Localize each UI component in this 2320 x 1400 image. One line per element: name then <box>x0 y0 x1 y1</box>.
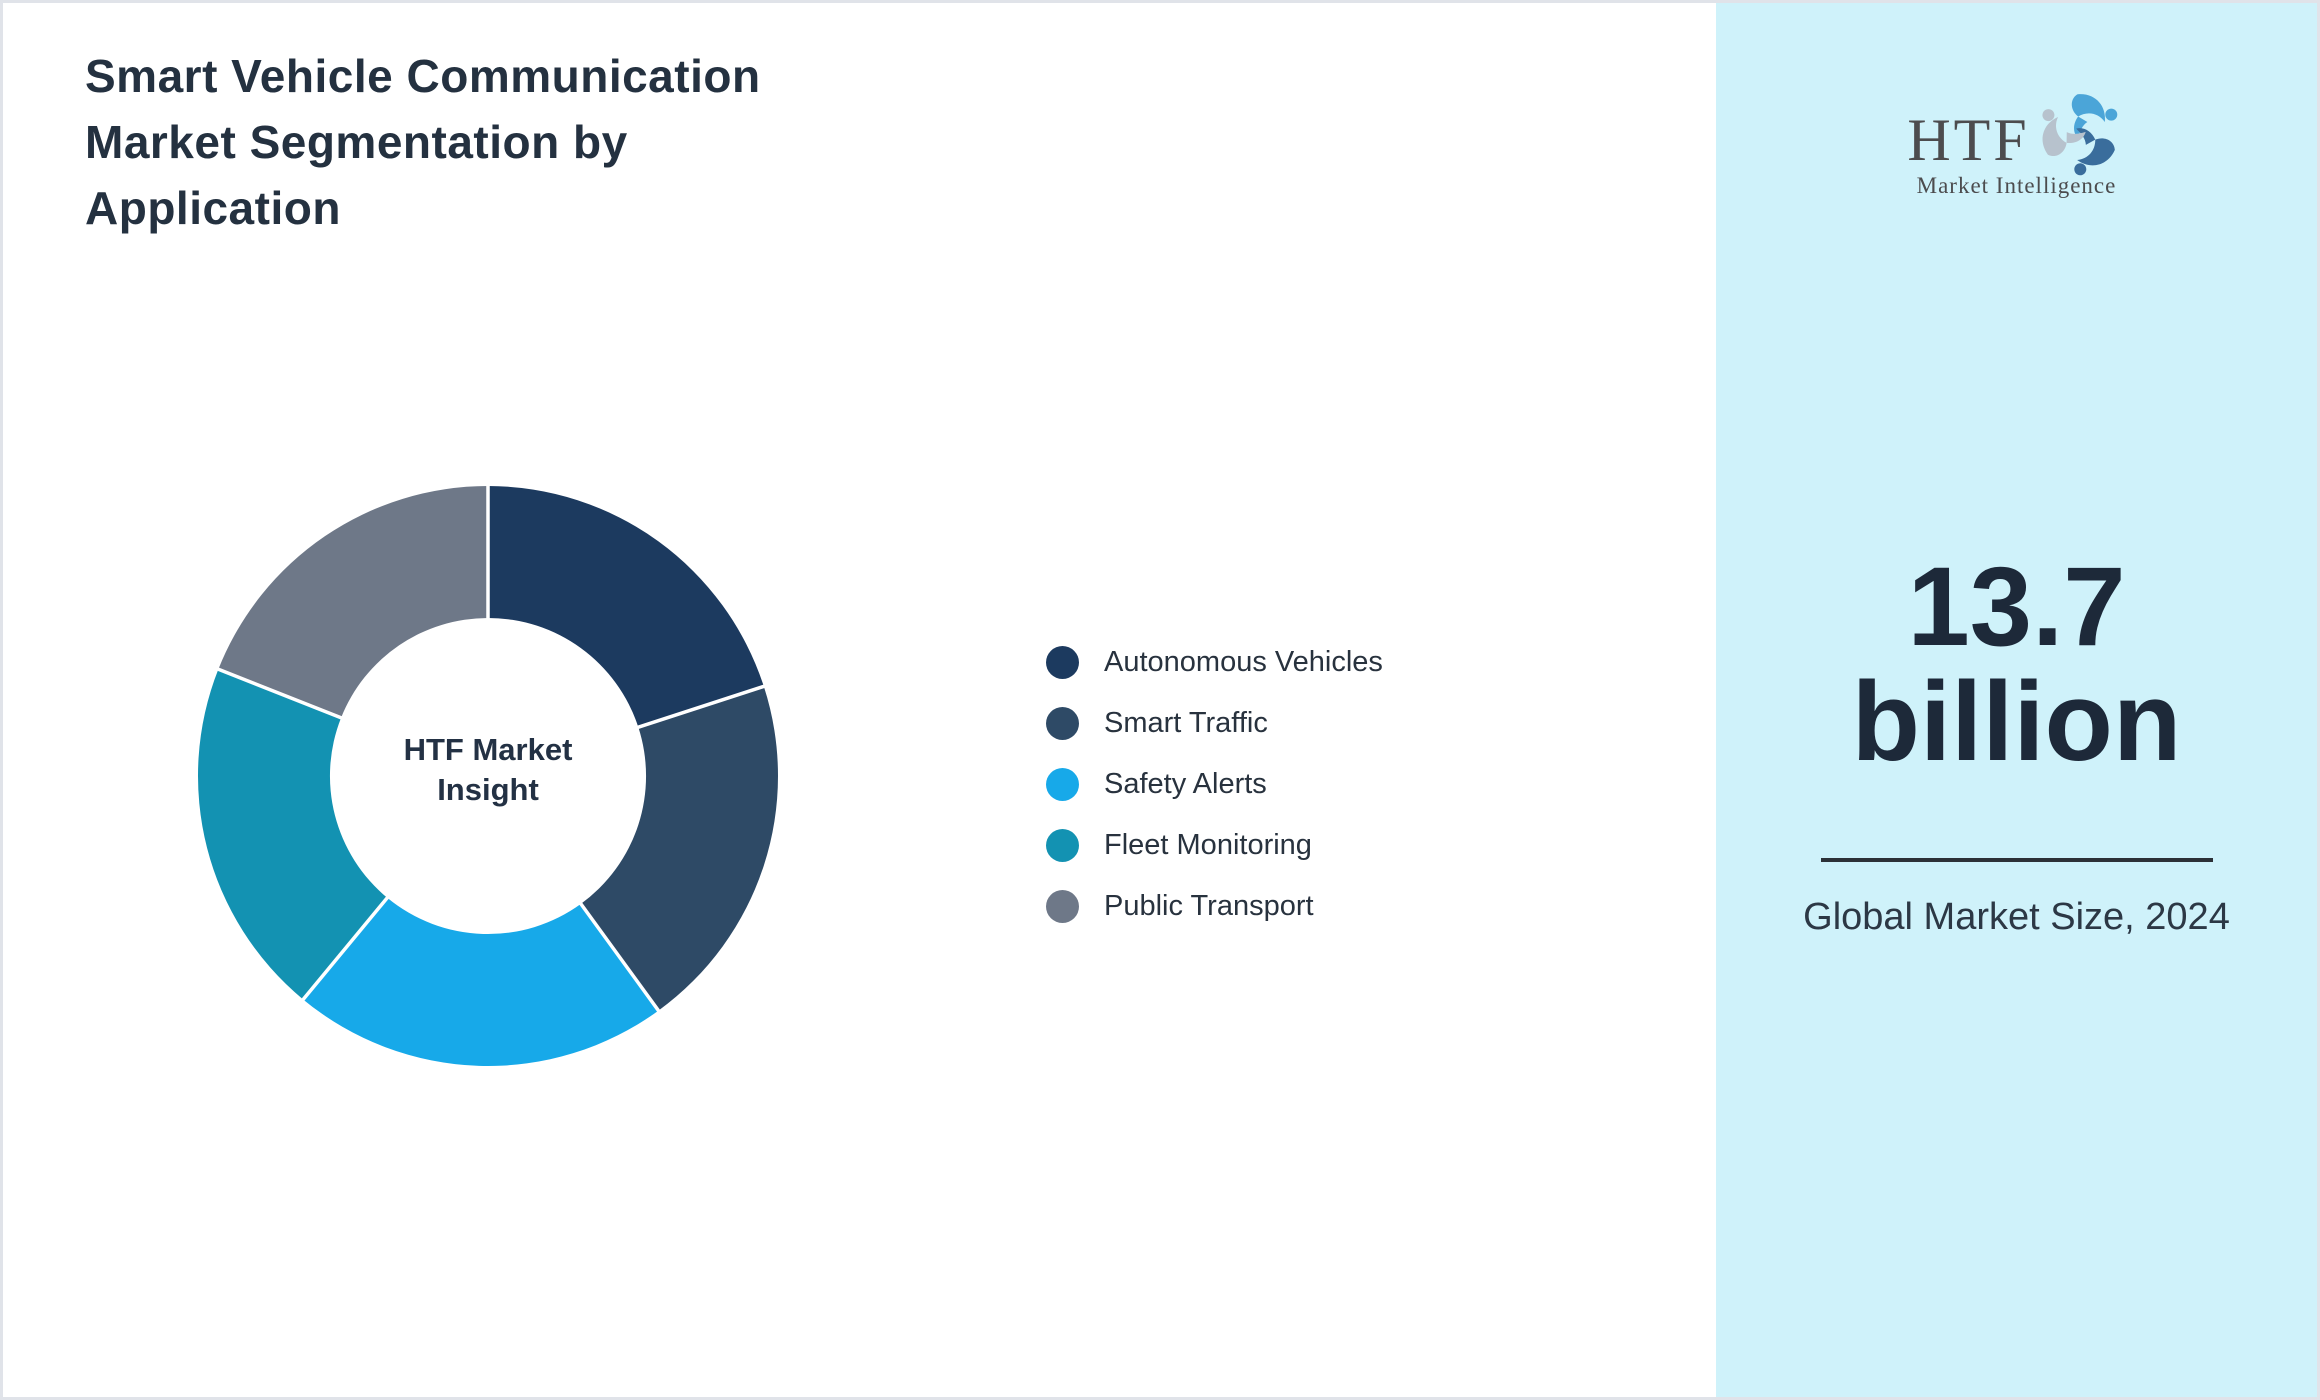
legend-item-fleet-monitoring: Fleet Monitoring <box>1046 815 1383 876</box>
legend-item-label: Public Transport <box>1104 890 1314 922</box>
legend-dot-icon <box>1046 890 1079 923</box>
donut-chart-container <box>188 476 788 1076</box>
sidebar: HTF Market Intelligence 13.7 billion Glo… <box>1716 3 2317 1397</box>
chart-legend: Autonomous Vehicles Smart Traffic Safety A… <box>1046 632 1383 937</box>
market-size-caption: Global Market Size, 2024 <box>1803 896 2230 938</box>
legend-item-label: Smart Traffic <box>1104 707 1268 739</box>
donut-segment-smart-traffic <box>580 686 779 1011</box>
donut-chart <box>197 485 779 1066</box>
donut-segment-divider <box>216 667 344 721</box>
donut-segment-divider <box>635 684 766 730</box>
donut-segment-fleet-monitoring <box>197 669 388 1000</box>
legend-item-public-transport: Public Transport <box>1046 876 1383 937</box>
legend-item-safety-alerts: Safety Alerts <box>1046 754 1383 815</box>
donut-center-label: HTF Market Insight <box>403 732 573 807</box>
legend-item-label: Safety Alerts <box>1104 768 1267 800</box>
donut-segment-safety-alerts <box>303 897 659 1066</box>
legend-dot-icon <box>1046 829 1079 862</box>
legend-dot-icon <box>1046 768 1079 801</box>
legend-item-label: Autonomous Vehicles <box>1104 646 1383 678</box>
dolphin-swirl-logo-icon <box>2042 94 2117 176</box>
donut-segment-public-transport <box>218 486 489 718</box>
market-size-value: 13.7 billion <box>1851 544 2182 784</box>
swirl-figure <box>2073 128 2115 176</box>
legend-item-autonomous-vehicles: Autonomous Vehicles <box>1046 632 1383 693</box>
donut-segment-divider <box>301 895 390 1002</box>
logo-subtitle: Market Intelligence <box>1916 173 2117 198</box>
brand-logo: HTF Market Intelligence <box>1716 87 2317 199</box>
donut-segment-divider <box>578 901 661 1013</box>
swirl-figure <box>2042 109 2086 157</box>
divider-line <box>1820 858 2213 862</box>
legend-dot-icon <box>1046 707 1079 740</box>
donut-segment-autonomous-vehicles <box>488 486 764 728</box>
legend-item-smart-traffic: Smart Traffic <box>1046 693 1383 754</box>
legend-item-label: Fleet Monitoring <box>1104 829 1312 861</box>
legend-dot-icon <box>1046 646 1079 679</box>
swirl-figure <box>2071 94 2117 139</box>
logo-acronym: HTF <box>1907 107 2030 173</box>
page-title: Smart Vehicle Communication Market Segme… <box>85 50 761 234</box>
